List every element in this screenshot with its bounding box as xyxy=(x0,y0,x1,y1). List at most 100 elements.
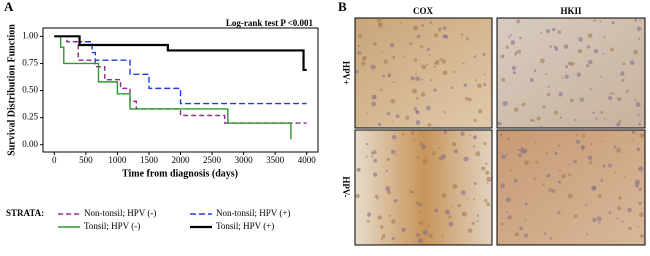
nucleus xyxy=(608,211,612,215)
nucleus xyxy=(434,33,439,38)
nucleus xyxy=(525,202,528,206)
nucleus xyxy=(546,173,551,178)
y-tick-label: 0.75 xyxy=(22,58,38,68)
nucleus xyxy=(395,114,400,119)
nucleus xyxy=(438,146,441,149)
nucleus xyxy=(599,75,602,78)
nucleus xyxy=(519,228,522,231)
nucleus xyxy=(539,58,545,64)
annotation: Log-rank test P <0.001 xyxy=(226,18,314,28)
nucleus xyxy=(621,79,625,82)
nucleus xyxy=(372,172,378,177)
nucleus xyxy=(466,37,469,41)
nucleus xyxy=(576,133,579,136)
nucleus xyxy=(509,34,512,37)
micrograph xyxy=(354,17,493,129)
plot-frame xyxy=(42,27,319,153)
nucleus xyxy=(355,70,359,74)
nucleus xyxy=(426,48,430,51)
nucleus xyxy=(587,155,593,161)
legend-title: STRATA: xyxy=(6,208,44,218)
nucleus xyxy=(603,35,606,39)
nucleus xyxy=(361,61,366,66)
nucleus xyxy=(461,33,464,36)
nucleus xyxy=(576,72,581,77)
nucleus xyxy=(561,77,564,80)
nucleus xyxy=(387,112,391,116)
nucleus xyxy=(585,204,588,207)
y-tick-label: 0.25 xyxy=(22,112,38,122)
nucleus xyxy=(415,109,419,114)
nucleus xyxy=(380,88,383,91)
nucleus xyxy=(429,21,433,24)
nucleus xyxy=(545,73,548,76)
nucleus xyxy=(608,163,613,168)
nucleus xyxy=(540,125,543,127)
nucleus xyxy=(616,122,621,127)
nucleus xyxy=(372,149,377,155)
nucleus xyxy=(565,65,569,69)
nucleus xyxy=(418,221,423,225)
nucleus xyxy=(501,77,506,82)
nucleus xyxy=(500,222,504,226)
nucleus xyxy=(633,49,639,55)
nucleus xyxy=(513,107,519,112)
nucleus xyxy=(514,51,518,55)
nucleus xyxy=(569,98,574,103)
nucleus xyxy=(524,233,529,238)
nucleus xyxy=(558,169,561,172)
y-axis-label: Survival Distribution Function xyxy=(6,24,17,156)
nucleus xyxy=(570,61,575,67)
nucleus xyxy=(536,116,541,121)
nucleus xyxy=(370,64,376,70)
nucleus xyxy=(634,183,640,188)
nucleus xyxy=(373,42,377,46)
nucleus xyxy=(639,133,645,138)
nucleus xyxy=(357,50,362,55)
nucleus xyxy=(564,74,569,79)
nucleus xyxy=(600,179,603,182)
nucleus xyxy=(443,130,448,135)
nucleus xyxy=(573,159,577,164)
nucleus xyxy=(441,193,447,199)
nucleus xyxy=(568,173,572,177)
nucleus xyxy=(427,224,430,227)
nucleus xyxy=(366,212,372,217)
nucleus xyxy=(378,23,381,25)
nucleus xyxy=(533,70,536,73)
nucleus xyxy=(483,73,486,76)
nucleus xyxy=(422,158,428,164)
nucleus xyxy=(374,194,379,199)
nucleus xyxy=(502,100,508,107)
nucleus xyxy=(473,182,477,186)
y-tick-label: 1.00 xyxy=(22,30,38,40)
nucleus xyxy=(431,151,436,156)
nucleus xyxy=(462,211,468,217)
nucleus xyxy=(499,152,501,155)
nucleus xyxy=(380,51,383,54)
nucleus xyxy=(409,42,413,46)
nucleus xyxy=(587,45,591,49)
nucleus xyxy=(518,153,522,158)
nucleus xyxy=(634,18,638,22)
nucleus xyxy=(625,89,629,93)
nucleus xyxy=(617,206,622,211)
nucleus xyxy=(506,211,509,214)
nucleus xyxy=(639,19,641,22)
nucleus xyxy=(567,193,573,199)
nucleus xyxy=(433,88,437,92)
nucleus xyxy=(463,83,468,87)
nucleus xyxy=(389,42,395,48)
nucleus xyxy=(558,92,563,97)
nucleus xyxy=(638,167,640,170)
nucleus xyxy=(419,141,424,146)
nucleus xyxy=(416,156,420,159)
nucleus xyxy=(402,132,405,136)
nucleus xyxy=(393,198,398,203)
nucleus xyxy=(637,113,640,116)
nucleus xyxy=(506,197,511,203)
nucleus xyxy=(549,45,553,48)
nucleus xyxy=(443,110,447,114)
nucleus xyxy=(378,122,382,127)
nucleus xyxy=(611,20,615,25)
